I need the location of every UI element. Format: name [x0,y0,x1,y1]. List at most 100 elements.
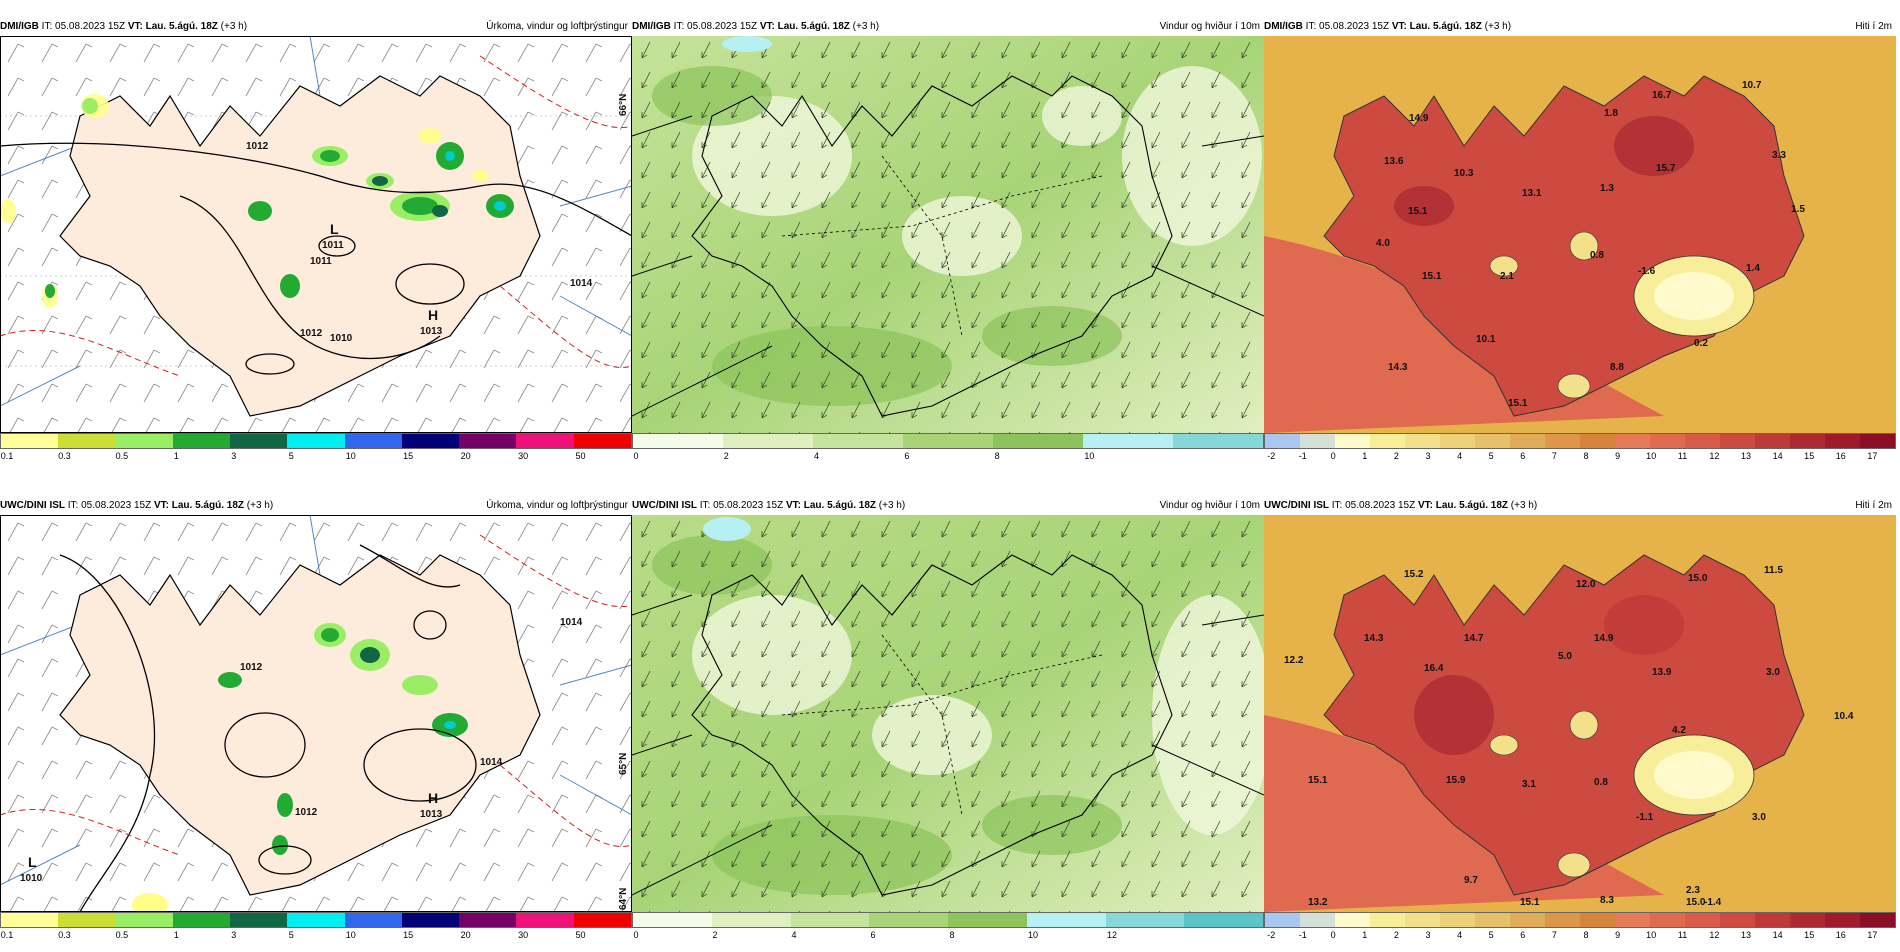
iceland-outline [691,554,1173,896]
legend-swatch [58,434,116,448]
high-center-letter: H [428,307,438,323]
legend-swatch [1405,434,1440,448]
lead-time: (+3 h) [878,500,906,511]
legend-swatch [58,913,116,927]
temperature-value: 3.3 [1772,150,1786,161]
valid-time: VT: Lau. 5.ágú. 18Z [127,21,218,32]
model-source: DMI/IGB [1264,21,1303,32]
legend-colorbar [1264,433,1896,449]
legend-tick-label: 6 [1520,451,1526,461]
legend-swatch [1026,913,1106,927]
pressure-label: 1012 [240,662,263,673]
legend-swatch [993,434,1083,448]
temp-legend: -2 -1 0 1 2 3 4 5 6 7 8 9 10 11 12 13 14 15 16 17 [1264,912,1896,946]
legend-tick-label: 50 [575,451,586,461]
legend-tick-label: 30 [518,930,529,940]
legend-tick-label: 17 [1867,930,1878,940]
panel-header: UWC/DINI ISL IT: 05.08.2023 15Z VT: Lau.… [1264,497,1896,515]
temperature-value: 3.0 [1752,812,1766,823]
panel-header: UWC/DINI ISL IT: 05.08.2023 15Z VT: Lau.… [632,497,1264,515]
temperature-value: 2.1 [1500,271,1514,282]
isobars [59,544,477,912]
legend-tick-label: 17 [1867,451,1878,461]
legend-tick-label: 2 [712,930,718,940]
precip-panel-bottom: UWC/DINI ISL IT: 05.08.2023 15Z VT: Lau.… [0,497,632,952]
legend-tick-label: 12 [1709,451,1720,461]
legend-colorbar [1264,912,1896,928]
temperature-value-labels: 16.7 10.7 14.9 1.8 13.6 10.3 15.7 3.3 13.1 1.3 15.… [1376,80,1805,409]
legend-tick-label: 8 [994,451,1000,461]
precip-map[interactable]: 1012 1011 1012 1010 1014 L 1011 H 1013 6… [0,36,632,433]
high-center-letter: H [428,790,438,806]
low-center-letter: L [28,854,37,870]
legend-swatch [287,434,345,448]
pressure-label: 1011 [310,256,332,267]
wind-map[interactable] [632,36,1264,433]
legend-swatch [459,913,517,927]
valid-time: VT: Lau. 5.ágú. 18Z [759,21,850,32]
model-source: UWC/DINI ISL [0,500,65,511]
legend-swatch [1475,913,1510,927]
temperature-value: 15.1 [1308,775,1328,786]
legend-swatch [1720,434,1755,448]
valid-time: VT: Lau. 5.ágú. 18Z [1391,21,1482,32]
temperature-value: 8.3 [1600,895,1614,906]
legend-swatch [172,913,231,927]
wind-panel-top: DMI/IGB IT: 05.08.2023 15Z VT: Lau. 5.ág… [632,18,1264,473]
precip-legend: 0.1 0.3 0.5 1 3 5 10 15 20 30 50 [0,912,632,946]
legend-tick-label: 10 [1027,930,1039,940]
panel-title: Hiti í 2m [1855,21,1892,32]
temperature-value: 4.2 [1672,725,1686,736]
legend-tick-label: 10 [1646,451,1657,461]
legend-swatch [1615,434,1650,448]
wind-map[interactable] [632,515,1264,912]
legend-swatch [1755,434,1790,448]
legend-tick-label: 30 [518,451,529,461]
temperature-value: 16.4 [1424,663,1444,674]
legend-tick-label: 5 [1488,451,1494,461]
legend-swatch [1370,434,1405,448]
temperature-value: 13.1 [1522,188,1542,199]
panel-header: DMI/IGB IT: 05.08.2023 15Z VT: Lau. 5.ág… [0,18,632,36]
legend-swatch [1860,913,1895,927]
legend-tick-label: -2 [1267,451,1276,461]
legend-swatch [516,434,574,448]
pressure-label: 1012 [246,141,269,152]
precip-map[interactable]: 1012 1014 1012 1014 H 1013 L 1010 65°N 6… [0,515,632,912]
temperature-value: 0.2 [1694,338,1708,349]
legend-swatch [115,434,173,448]
lat-label: 64°N [618,888,629,910]
temp-legend: -2 -1 0 1 2 3 4 5 6 7 8 9 10 11 12 13 14 15 16 17 [1264,433,1896,467]
temperature-value: 12.0 [1576,579,1596,590]
legend-swatch [1720,913,1755,927]
temperature-value: -1.1 [1636,812,1654,823]
temp-map[interactable]: 15.2 12.0 15.0 11.5 14.3 12.2 14.7 14.9 5.0 13.9 3… [1264,515,1896,912]
temperature-value: 15.1 [1408,206,1428,217]
legend-tick-label: 1 [173,451,179,461]
legend-tick-label: 50 [575,930,586,940]
legend-tick-label: 9 [1615,451,1621,461]
pressure-label: 1014 [570,278,593,289]
temperature-value: 3.1 [1522,779,1536,790]
legend-swatch [459,434,517,448]
legend-tick-label: 3 [1425,451,1431,461]
init-time: IT: 05.08.2023 15Z [41,21,126,32]
legend-swatch [1510,434,1545,448]
legend-swatch [1685,913,1720,927]
legend-tick-label: 2 [723,451,729,461]
init-time: IT: 05.08.2023 15Z [1305,21,1390,32]
legend-colorbar [632,433,1264,449]
temperature-value: 15.2 [1404,569,1424,580]
high-center-value: 1013 [420,809,443,820]
legend-ticks: -2 -1 0 1 2 3 4 5 6 7 8 9 10 11 12 13 14 15 16 17 [1264,930,1896,944]
legend-tick-label: 8 [1583,930,1589,940]
init-time: IT: 05.08.2023 15Z [673,21,758,32]
temp-map[interactable]: 16.7 10.7 14.9 1.8 13.6 10.3 15.7 3.3 13.1 1.3 15.… [1264,36,1896,433]
legend-tick-label: 20 [460,930,471,940]
temperature-value: 14.9 [1594,633,1614,644]
legend-swatch [1580,913,1615,927]
temperature-value: 1.8 [1604,108,1618,119]
legend-swatch [948,913,1027,927]
legend-tick-label: 10 [1084,451,1095,461]
legend-swatch [1650,913,1685,927]
